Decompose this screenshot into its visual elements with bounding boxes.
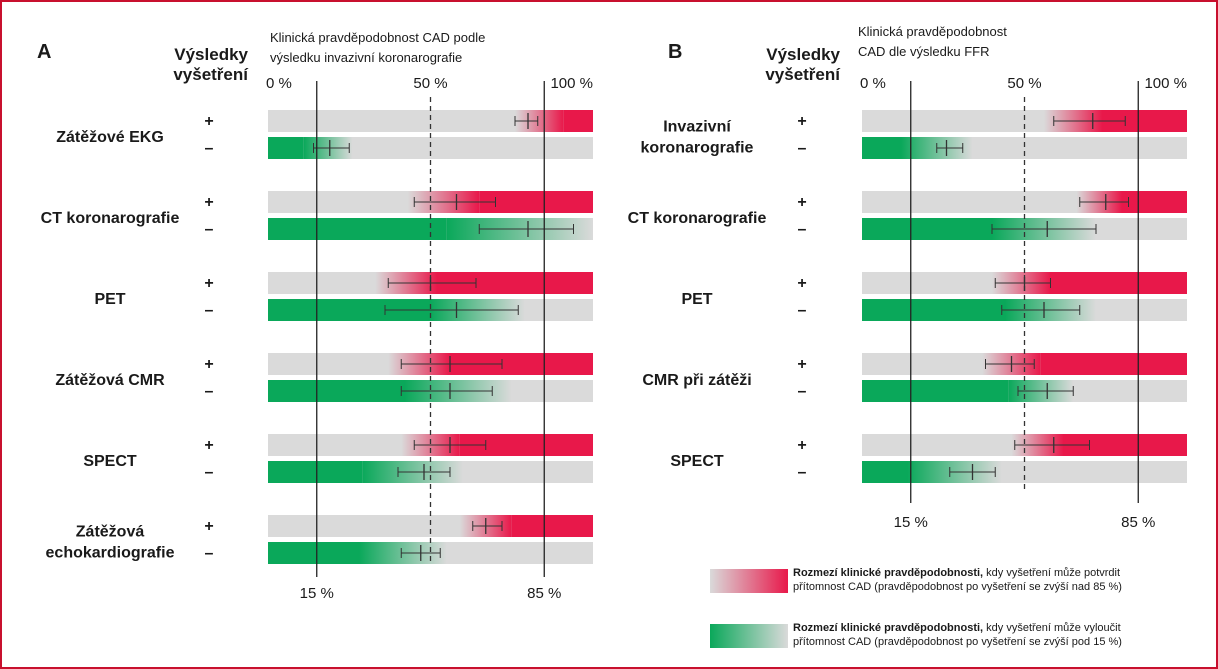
result-sign: –: [798, 383, 807, 400]
test-name: CT koronarografie: [628, 210, 767, 227]
result-sign: –: [205, 221, 214, 238]
tick-label-bottom: 85 %: [527, 585, 561, 602]
result-sign: +: [204, 113, 213, 130]
legend-text: kdy vyšetření může vyloučit: [983, 622, 1121, 634]
results-header: Výsledky: [174, 45, 248, 64]
tick-label-top: 100 %: [550, 75, 593, 92]
tick-label-top: 0 %: [266, 75, 292, 92]
test-name: koronarografie: [641, 140, 754, 157]
result-sign: –: [205, 140, 214, 157]
tick-label-top: 50 %: [413, 75, 447, 92]
exclude-range-solid: [268, 218, 447, 240]
result-sign: –: [798, 221, 807, 238]
confirm-range-solid: [563, 110, 593, 132]
test-name: Zátěžová: [76, 524, 145, 541]
result-sign: –: [205, 545, 214, 562]
confirm-range-solid: [437, 272, 593, 294]
result-sign: +: [204, 194, 213, 211]
tick-label-bottom: 85 %: [1121, 514, 1155, 531]
exclude-range-solid: [862, 218, 992, 240]
confirm-range-solid: [1040, 353, 1187, 375]
confirm-range-solid: [1063, 434, 1187, 456]
confirm-range-solid: [479, 191, 593, 213]
result-sign: –: [205, 302, 214, 319]
exclude-range-solid: [268, 461, 363, 483]
tick-label-top: 50 %: [1007, 75, 1041, 92]
exclude-range-solid: [862, 299, 1005, 321]
exclude-range-solid: [268, 299, 431, 321]
confirm-range-fade: [515, 110, 564, 132]
result-sign: +: [204, 518, 213, 535]
confirm-range-solid: [459, 434, 593, 456]
legend-item-confirm: Rozmezí klinické pravděpodobnosti, kdy v…: [793, 566, 1213, 594]
exclude-range-solid: [268, 137, 304, 159]
chart-caption: Klinická pravděpodobnost: [858, 24, 1007, 39]
test-name: PET: [94, 291, 125, 308]
legend-item-exclude: Rozmezí klinické pravděpodobnosti, kdy v…: [793, 621, 1213, 649]
test-name: PET: [681, 291, 712, 308]
confirm-range-solid: [1122, 191, 1187, 213]
result-sign: +: [204, 356, 213, 373]
confirm-range-solid: [450, 353, 593, 375]
result-sign: +: [797, 194, 806, 211]
test-name: Invazivní: [663, 119, 731, 136]
test-name: Zátěžová CMR: [55, 372, 165, 389]
tick-label-bottom: 15 %: [300, 585, 334, 602]
legend-bold: Rozmezí klinické pravděpodobnosti,: [793, 567, 984, 579]
panel-letter: B: [668, 41, 682, 63]
bar-background: [268, 110, 593, 132]
test-name: CMR při zátěži: [642, 372, 751, 389]
exclude-range-solid: [268, 380, 405, 402]
legend-text-line2: přítomnost CAD (pravděpodobnost po vyšet…: [793, 636, 1122, 648]
results-header: Výsledky: [766, 45, 840, 64]
tick-label-top: 100 %: [1144, 75, 1187, 92]
test-name: Zátěžové EKG: [56, 129, 164, 146]
result-sign: +: [797, 275, 806, 292]
test-name: SPECT: [83, 453, 137, 470]
result-sign: +: [797, 356, 806, 373]
exclude-range-solid: [862, 137, 901, 159]
result-sign: –: [205, 383, 214, 400]
confirm-range-solid: [1102, 110, 1187, 132]
exclude-range-solid: [862, 380, 1009, 402]
test-name: echokardiografie: [46, 545, 175, 562]
confirm-range-solid: [511, 515, 593, 537]
legend-swatch-green: [710, 624, 788, 648]
tick-label-bottom: 15 %: [894, 514, 928, 531]
results-header: vyšetření: [173, 65, 249, 84]
legend-text: kdy vyšetření může potvrdit: [983, 567, 1121, 579]
confirm-range-solid: [1050, 272, 1187, 294]
exclude-range-solid: [862, 461, 908, 483]
chart-caption: CAD dle výsledku FFR: [858, 44, 989, 59]
result-sign: +: [797, 437, 806, 454]
result-sign: –: [205, 464, 214, 481]
result-sign: +: [204, 437, 213, 454]
test-name: CT koronarografie: [41, 210, 180, 227]
result-sign: +: [797, 113, 806, 130]
legend-text-line2: přítomnost CAD (pravděpodobnost po vyšet…: [793, 581, 1122, 593]
result-sign: –: [798, 464, 807, 481]
panel-letter: A: [37, 41, 51, 63]
chart-caption: Klinická pravděpodobnost CAD podle: [270, 30, 485, 45]
legend-swatch-red: [710, 569, 788, 593]
result-sign: –: [798, 302, 807, 319]
result-sign: +: [204, 275, 213, 292]
chart-caption: výsledku invazivní koronarografie: [270, 50, 462, 65]
exclude-range-solid: [268, 542, 359, 564]
legend-bold: Rozmezí klinické pravděpodobnosti,: [793, 622, 984, 634]
result-sign: –: [798, 140, 807, 157]
results-header: vyšetření: [765, 65, 841, 84]
test-name: SPECT: [670, 453, 724, 470]
tick-label-top: 0 %: [860, 75, 886, 92]
